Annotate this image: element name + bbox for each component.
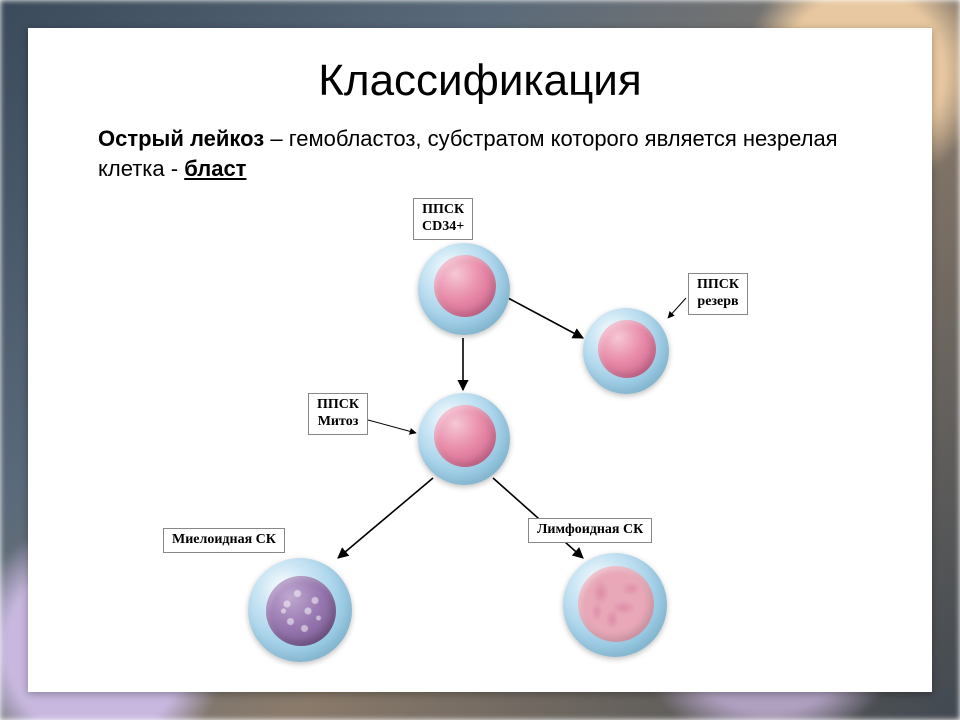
label-ppsk_mitosis: ППСКМитоз xyxy=(308,393,368,435)
label-myeloid_sc: Миелоидная СК xyxy=(163,528,285,553)
edge-lbl_reserve-ppsk_reserve xyxy=(668,298,686,318)
label-ppsk_cd34: ППСКCD34+ xyxy=(413,198,473,240)
slide-title: Классификация xyxy=(28,28,932,106)
nucleus-ppsk_reserve xyxy=(598,320,656,378)
diagram: ППСКCD34+ ППСКрезерв ППСКМитоз Миелоидная С… xyxy=(28,198,932,692)
edge-ppsk_mitosis-myeloid_sc xyxy=(338,478,433,558)
slide: Классификация Острый лейкоз – гемобласто… xyxy=(28,28,932,692)
cell-ppsk_cd34 xyxy=(418,243,510,335)
cell-ppsk_reserve xyxy=(583,308,669,394)
cell-myeloid_sc xyxy=(248,558,352,662)
edge-lbl_mitosis-ppsk_mitosis xyxy=(368,420,416,433)
nucleus-ppsk_mitosis xyxy=(434,405,496,467)
cell-lymphoid_sc xyxy=(563,553,667,657)
nucleus-ppsk_cd34 xyxy=(434,255,496,317)
nucleus-myeloid_sc xyxy=(266,576,336,646)
slide-subtitle: Острый лейкоз – гемобластоз, субстратом … xyxy=(28,106,932,183)
subtitle-lead: Острый лейкоз xyxy=(98,126,264,151)
label-ppsk_reserve: ППСКрезерв xyxy=(688,273,748,315)
edge-ppsk_cd34-ppsk_reserve xyxy=(508,298,583,338)
cell-ppsk_mitosis xyxy=(418,393,510,485)
nucleus-lymphoid_sc xyxy=(578,566,654,642)
subtitle-end: бласт xyxy=(184,156,246,181)
label-lymphoid_sc: Лимфоидная СК xyxy=(528,518,652,543)
